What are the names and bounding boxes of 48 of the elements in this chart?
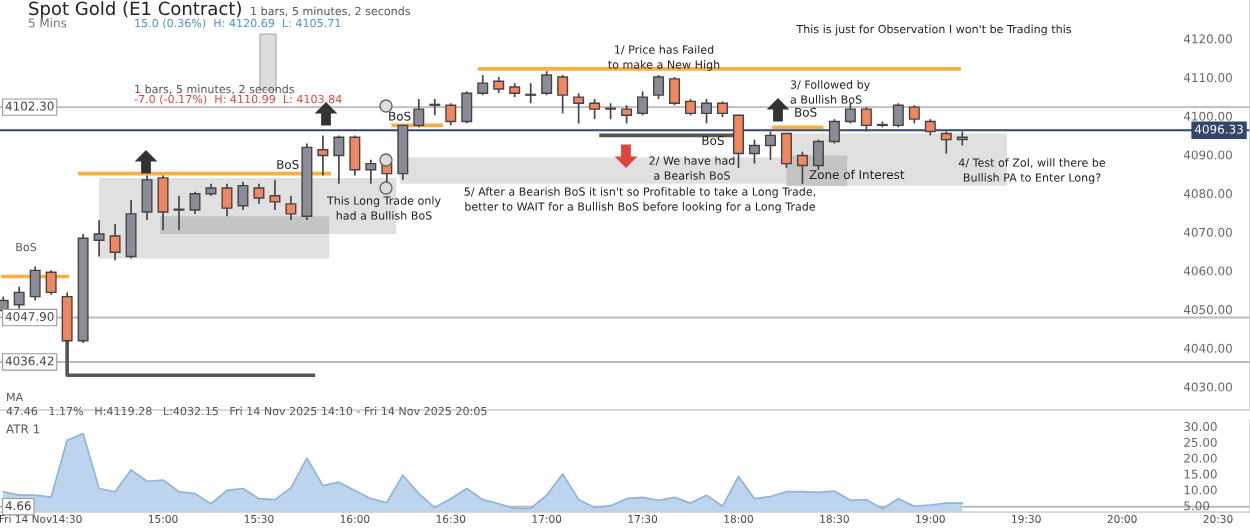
candlestick: [525, 82, 537, 105]
candlestick: [764, 130, 776, 161]
candlestick: [637, 90, 649, 117]
candlestick: [557, 74, 569, 115]
candlestick: [573, 92, 585, 125]
candlestick: [93, 219, 105, 258]
candlestick: [908, 104, 920, 125]
candlestick: [253, 182, 265, 205]
candlestick: [269, 179, 281, 211]
candlestick: [733, 114, 744, 169]
candlestick: [621, 104, 633, 125]
candlestick: [892, 102, 904, 129]
candlestick: [189, 191, 201, 215]
candlestick: [157, 174, 169, 231]
candlestick: [141, 174, 153, 221]
candlestick: [365, 158, 377, 185]
candlestick: [701, 98, 713, 125]
chart-title: Spot Gold (E1 Contract): [29, 1, 241, 19]
candlestick: [349, 134, 361, 177]
candlestick: [13, 285, 25, 310]
candlestick: [860, 106, 872, 133]
candlestick: [653, 74, 665, 100]
candlestick: [61, 291, 73, 344]
candlestick: [317, 134, 329, 177]
candlestick: [780, 132, 792, 169]
candlestick: [333, 134, 345, 185]
candlestick: [221, 182, 233, 218]
candlestick: [541, 70, 553, 96]
candlestick: [125, 199, 137, 260]
candlestick: [796, 150, 808, 185]
candlestick: [477, 74, 489, 96]
candlestick: [828, 118, 840, 145]
candlestick: [173, 194, 185, 231]
candlestick: [748, 138, 760, 165]
candlestick: [461, 90, 473, 125]
candlestick: [413, 98, 425, 129]
candlestick: [109, 223, 121, 262]
candlestick: [589, 98, 601, 120]
candlestick: [237, 180, 249, 211]
candlestick: [29, 265, 41, 302]
candlestick: [940, 130, 952, 155]
candlestick: [429, 98, 441, 117]
candlestick: [445, 102, 457, 127]
candlestick: [45, 269, 57, 296]
candlestick: [285, 194, 297, 221]
candlestick: [844, 102, 856, 125]
candlestick: [812, 138, 824, 171]
candlestick: [669, 76, 681, 107]
